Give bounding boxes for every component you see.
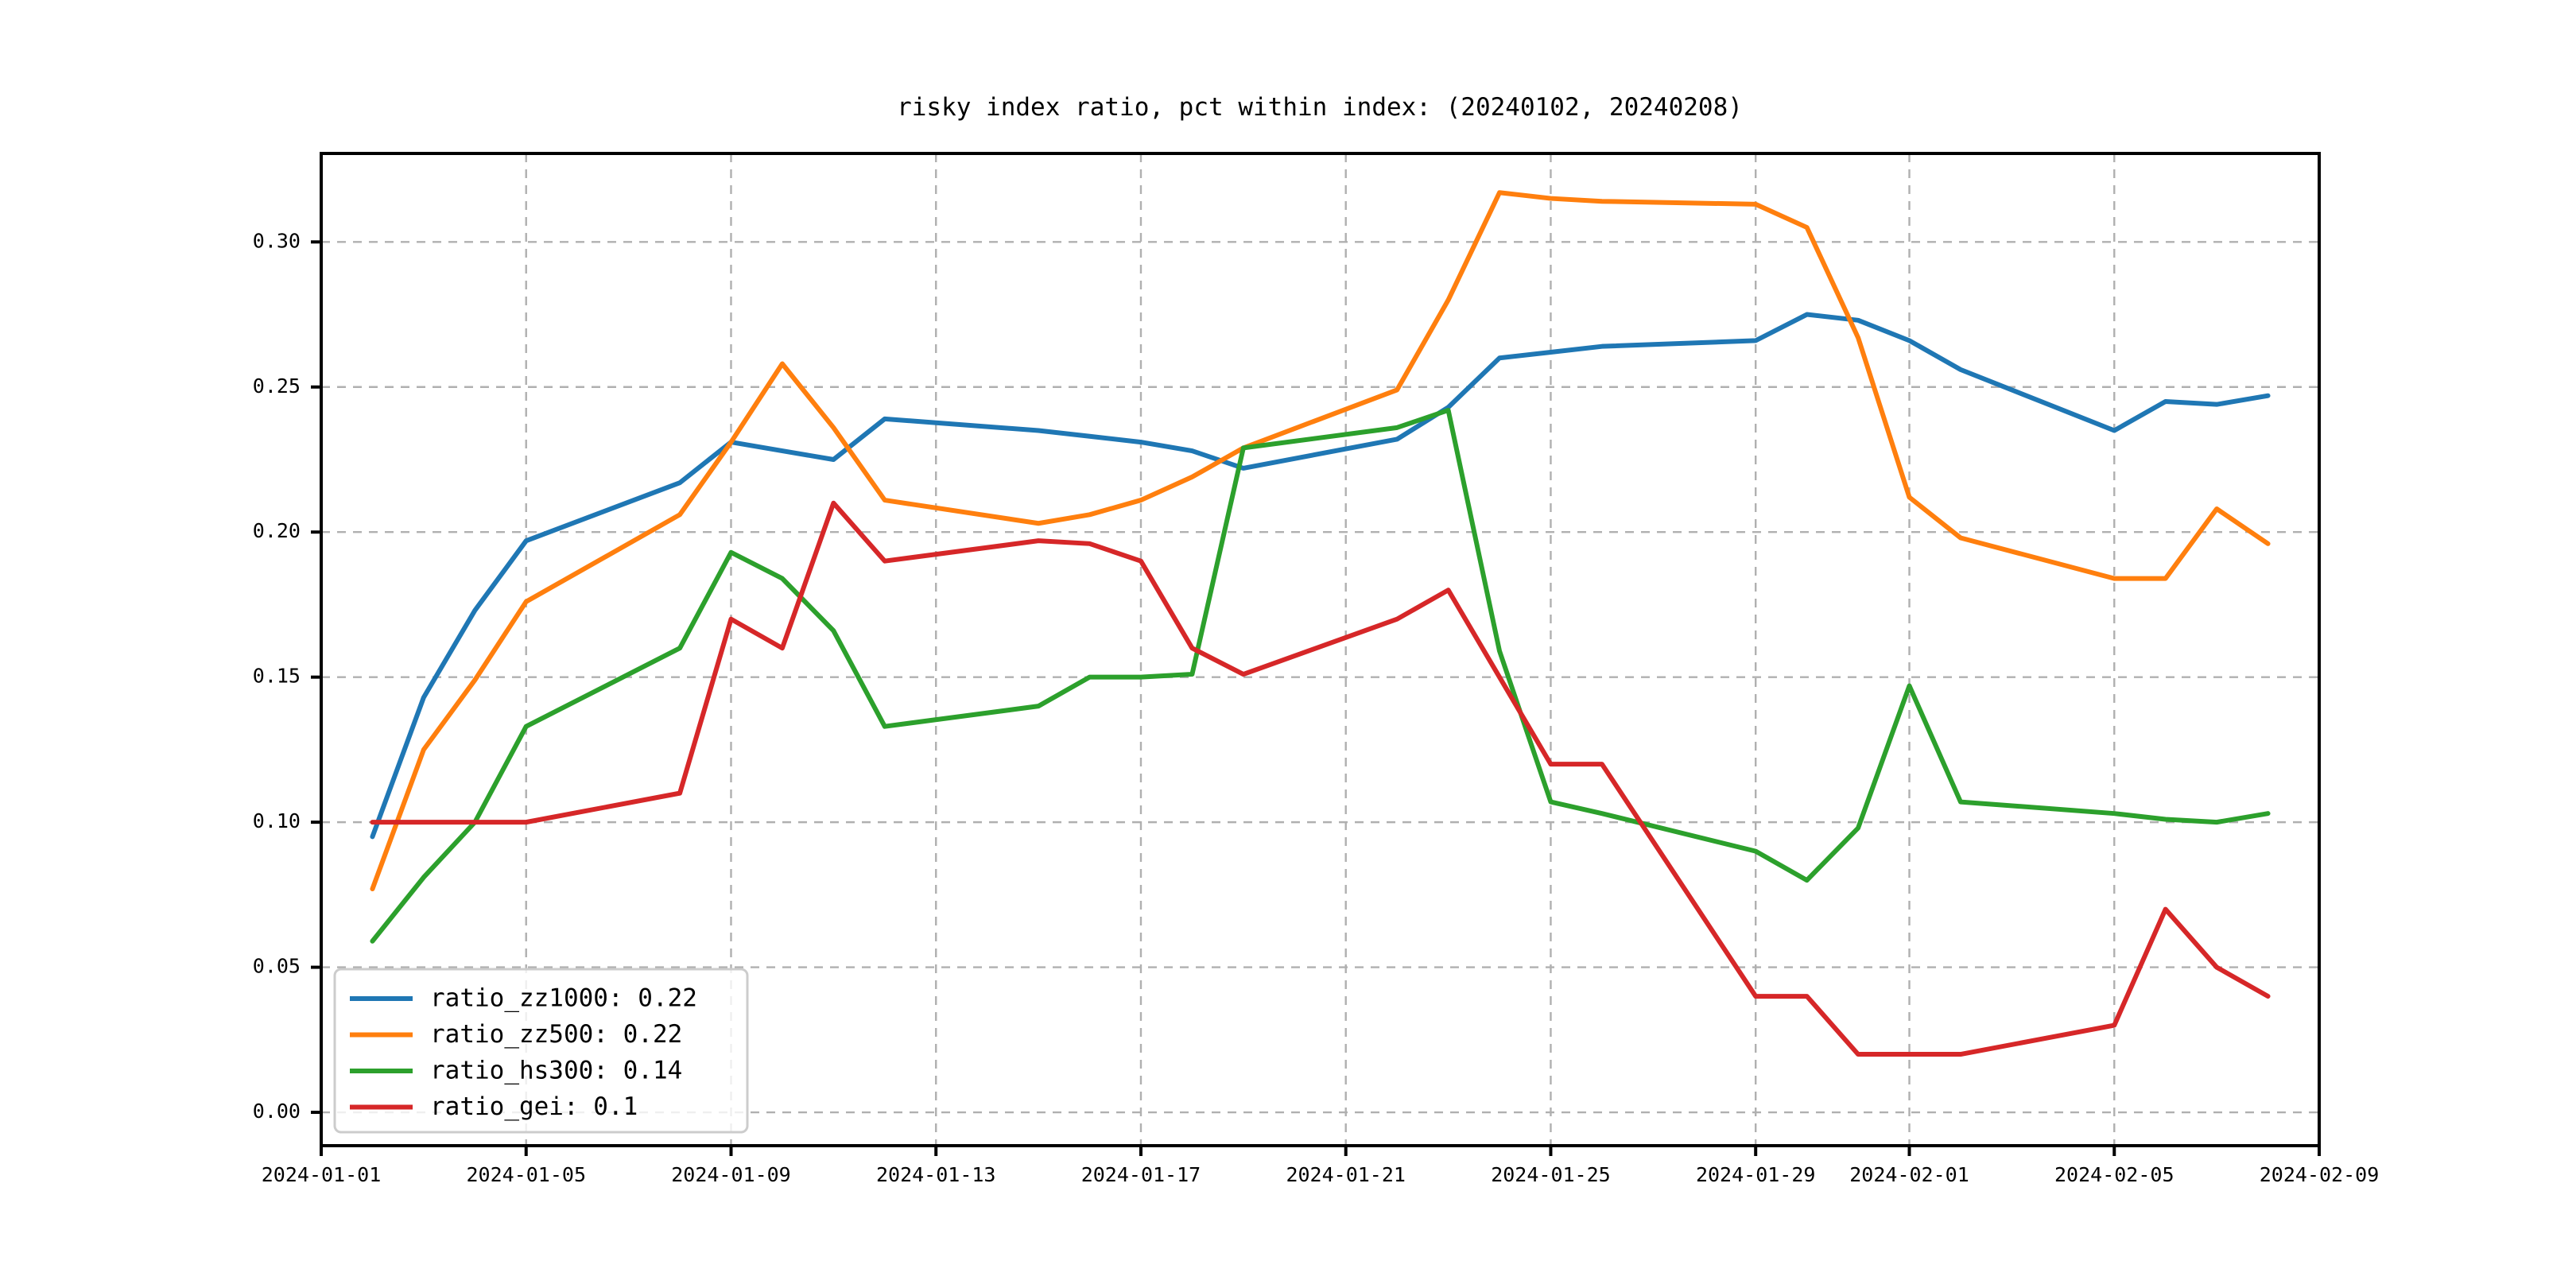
x-tick-label: 2024-01-21 xyxy=(1286,1163,1406,1186)
x-tick-label: 2024-01-01 xyxy=(262,1163,382,1186)
y-tick-label: 0.25 xyxy=(253,374,301,398)
legend-label-ratio_zz1000: ratio_zz1000: 0.22 xyxy=(430,984,697,1013)
series-line-ratio_gei xyxy=(370,500,2271,1057)
x-tick-label: 2024-02-01 xyxy=(1849,1163,1969,1186)
plot-frame xyxy=(320,152,2321,1147)
x-tick-label: 2024-01-29 xyxy=(1696,1163,1816,1186)
x-tick-label: 2024-01-25 xyxy=(1491,1163,1611,1186)
y-tick-label: 0.05 xyxy=(253,955,301,978)
axes-frame xyxy=(320,152,2321,1147)
y-tick-label: 0.00 xyxy=(253,1100,301,1123)
legend-label-ratio_zz500: ratio_zz500: 0.22 xyxy=(430,1020,682,1049)
series-line-ratio_zz1000 xyxy=(370,312,2271,840)
y-tick-label: 0.10 xyxy=(253,809,301,832)
series-line-ratio_hs300 xyxy=(370,407,2271,944)
x-tick-label: 2024-02-05 xyxy=(2054,1163,2174,1186)
legend: ratio_zz1000: 0.22 ratio_zz500: 0.22 ratio… xyxy=(333,968,749,1134)
legend-box xyxy=(333,968,749,1134)
legend-label-ratio_hs300: ratio_hs300: 0.14 xyxy=(430,1057,682,1085)
tick-labels: 2024-01-01 2024-01-05 2024-01-09 2024-01-13… xyxy=(253,229,2379,1186)
series-layer xyxy=(370,190,2271,1057)
x-tick-label: 2024-01-13 xyxy=(876,1163,996,1186)
chart-title: risky index ratio, pct within index: (20… xyxy=(897,93,1743,122)
x-tick-label: 2024-02-09 xyxy=(2260,1163,2380,1186)
legend-label-ratio_gei: ratio_gei: 0.1 xyxy=(430,1092,638,1121)
x-tick-label: 2024-01-09 xyxy=(671,1163,791,1186)
x-tick-label: 2024-01-17 xyxy=(1081,1163,1201,1186)
y-tick-label: 0.20 xyxy=(253,519,301,542)
y-tick-label: 0.30 xyxy=(253,229,301,252)
y-tick-label: 0.15 xyxy=(253,665,301,688)
tick-marks xyxy=(311,240,2321,1156)
series-line-ratio_zz500 xyxy=(370,190,2271,892)
x-tick-label: 2024-01-05 xyxy=(466,1163,586,1186)
